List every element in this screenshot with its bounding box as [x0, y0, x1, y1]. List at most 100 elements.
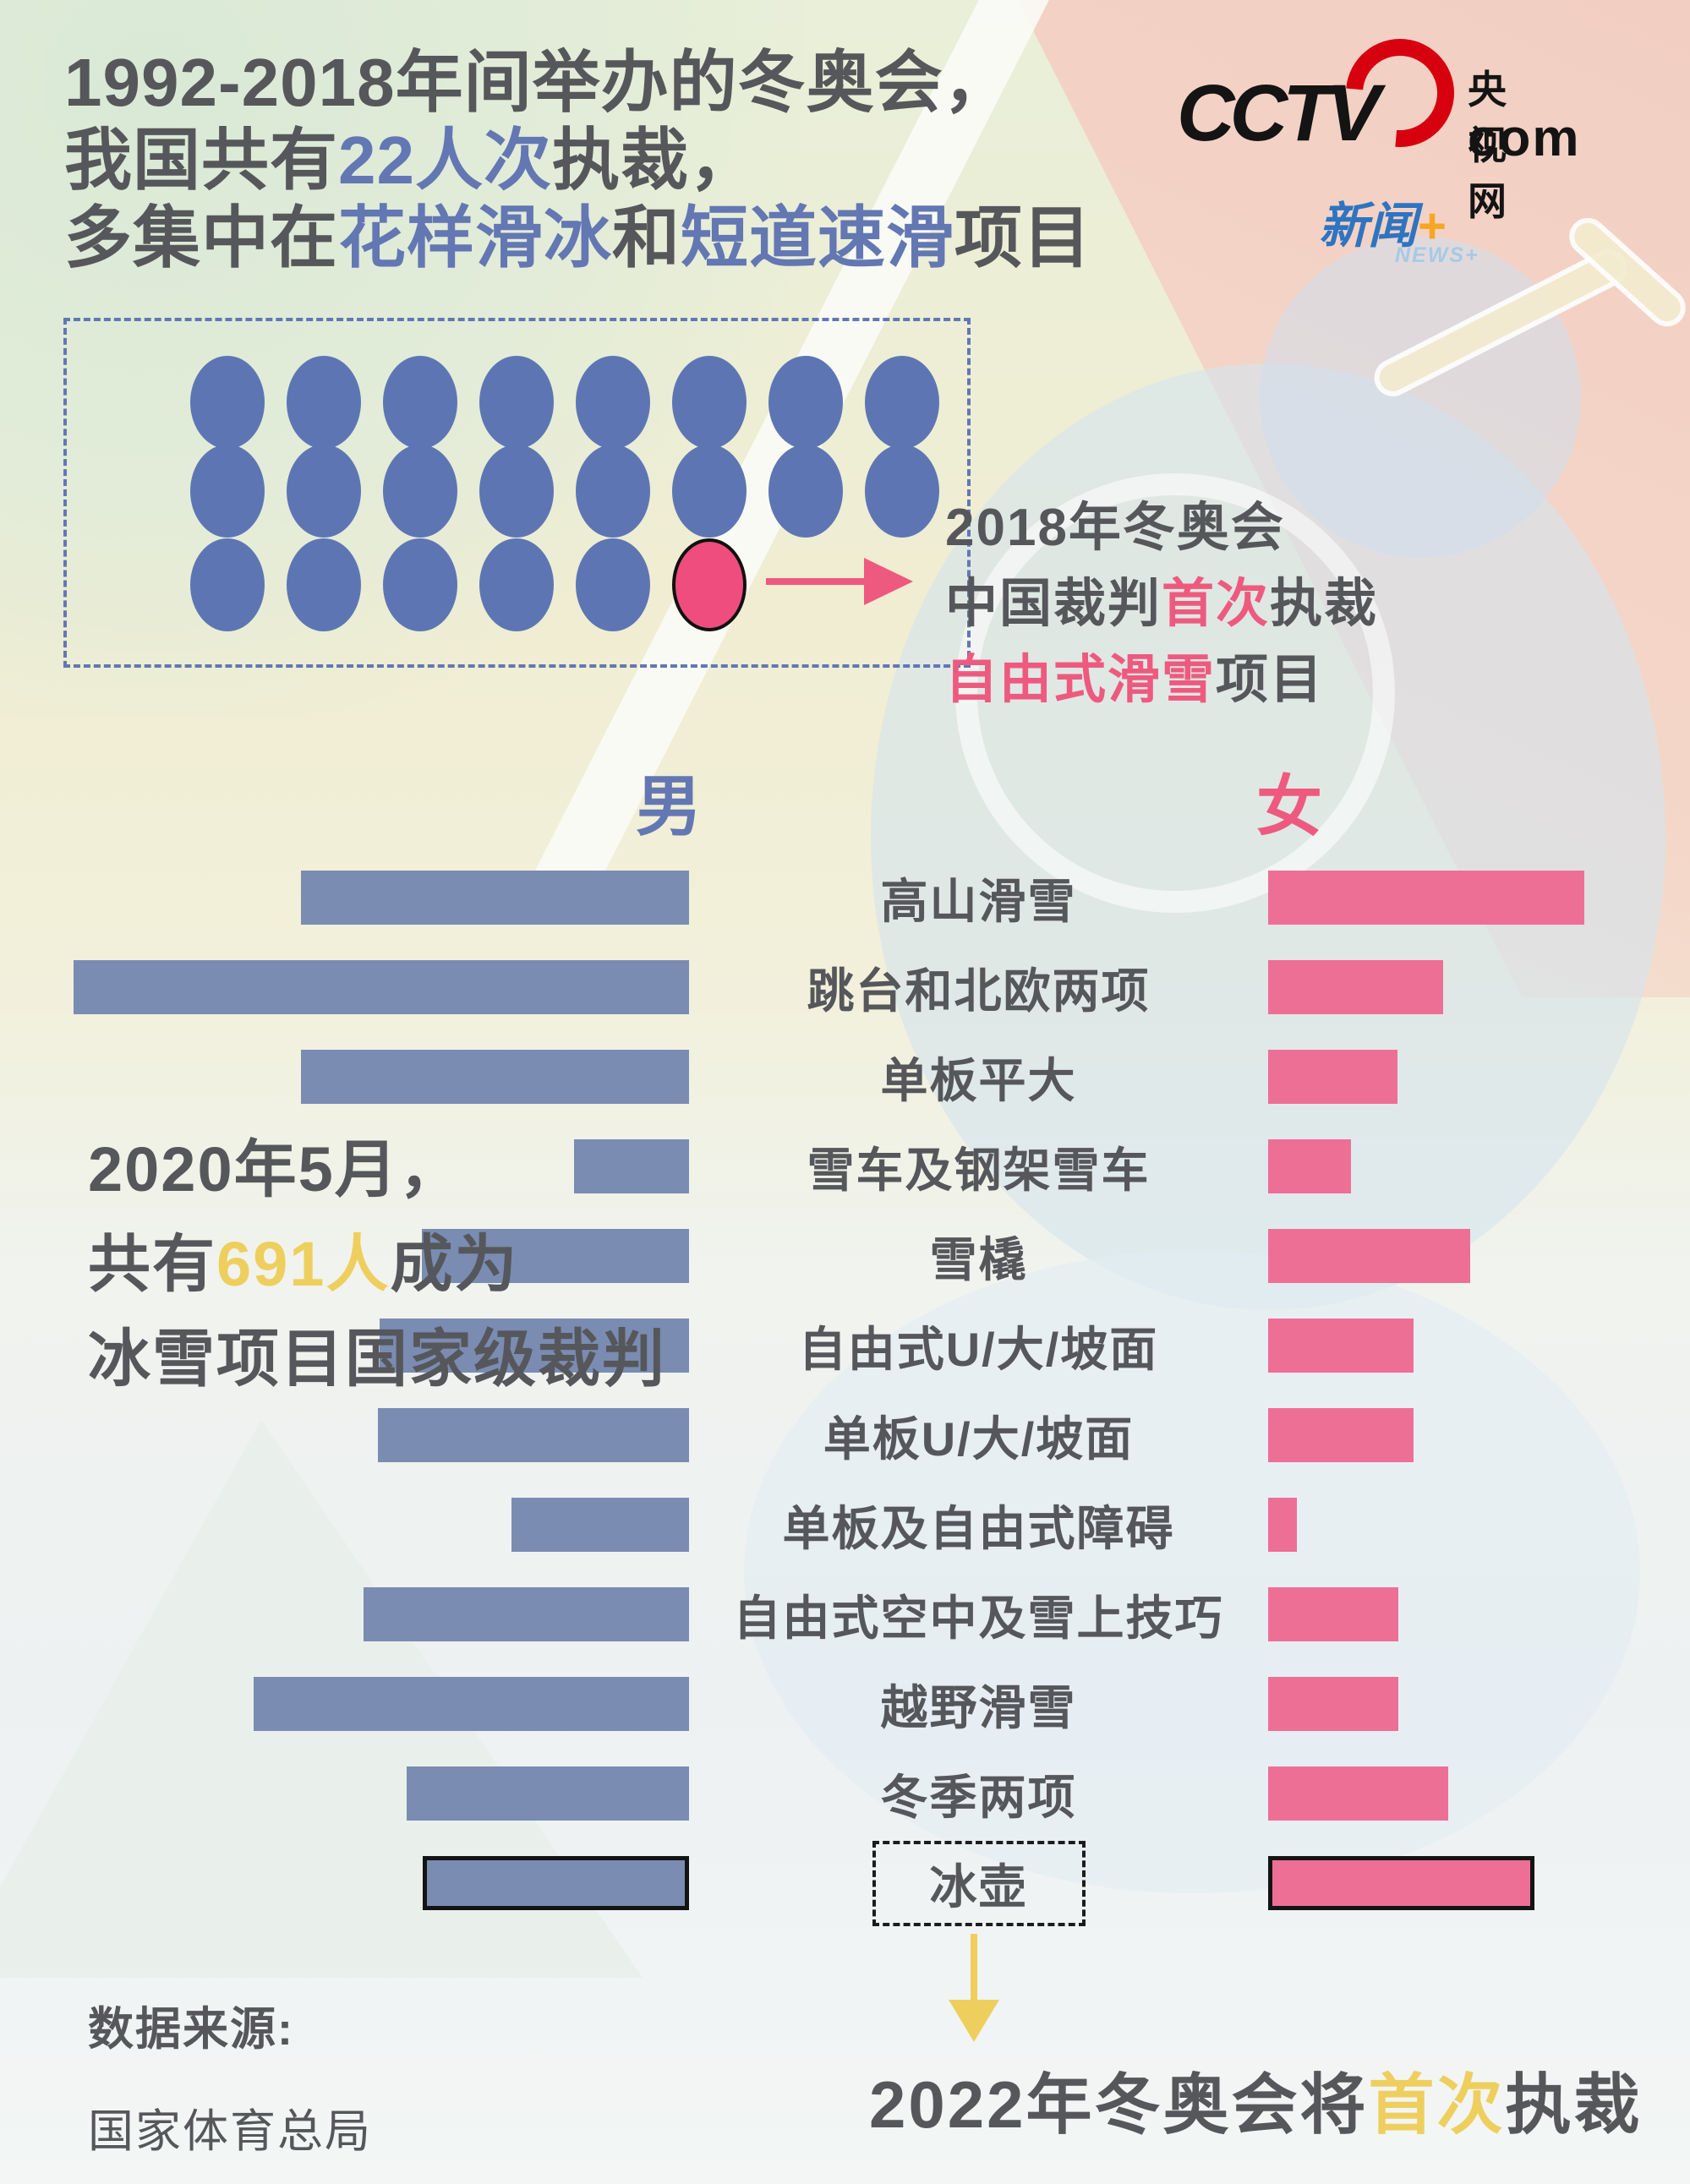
judge-dot — [383, 356, 457, 449]
chart-row-1: 高山滑雪 — [0, 871, 1690, 928]
judge-dot — [865, 356, 939, 449]
curling-2022-note: 2022年冬奥会将首次执裁 — [869, 2067, 1643, 2142]
annotation-line-2: 中国裁判首次执裁 — [945, 575, 1379, 633]
category-label-单板U/大/坡面: 单板U/大/坡面 — [823, 1411, 1135, 1466]
male-bar-雪橇 — [422, 1229, 689, 1283]
title-line-2: 我国共有22人次执裁， — [64, 123, 757, 198]
female-bar-单板平大 — [1268, 1050, 1397, 1104]
title-highlight-22: 22人次 — [338, 123, 552, 198]
curling-dashed-box: 冰壶 — [872, 1840, 1086, 1926]
cctv-logo: CCTV 央视网 com 新闻+ NEWS+ — [1177, 16, 1578, 267]
chart-row-9: 自由式空中及雪上技巧 — [0, 1587, 1690, 1645]
annotation-highlight-first: 首次 — [1162, 575, 1271, 633]
judge-dot — [190, 445, 265, 538]
category-label-雪橇: 雪橇 — [929, 1232, 1028, 1286]
mid-text-highlight-691: 691人 — [216, 1229, 391, 1299]
male-bar-自由式U/大/坡面 — [380, 1319, 689, 1373]
male-bar-单板U/大/坡面 — [378, 1408, 689, 1462]
annotation-line-1: 2018年冬奥会 — [945, 499, 1285, 557]
female-bar-单板及自由式障碍 — [1268, 1498, 1297, 1552]
female-column-header: 女 — [1256, 769, 1323, 844]
category-label-单板及自由式障碍: 单板及自由式障碍 — [782, 1501, 1175, 1555]
female-bar-自由式U/大/坡面 — [1268, 1319, 1414, 1373]
male-bar-自由式空中及雪上技巧 — [364, 1587, 689, 1641]
chart-row-8: 单板及自由式障碍 — [0, 1498, 1690, 1555]
title-line-1: 1992-2018年间举办的冬奥会， — [64, 45, 1012, 120]
male-column-header: 男 — [636, 769, 703, 844]
judge-dot — [383, 538, 457, 631]
judge-dot — [287, 445, 361, 538]
category-label-冬季两项: 冬季两项 — [880, 1770, 1077, 1824]
judge-dot — [768, 356, 843, 449]
judge-dot — [672, 356, 747, 449]
judge-dot — [672, 445, 747, 538]
male-bar-越野滑雪 — [254, 1677, 689, 1731]
judge-dot — [865, 445, 939, 538]
judge-dot — [383, 445, 457, 538]
category-label-单板平大: 单板平大 — [880, 1053, 1077, 1107]
male-bar-冬季两项 — [407, 1766, 689, 1821]
judge-dot — [287, 356, 361, 449]
cctv-chinese-name: 央视网 — [1468, 68, 1513, 223]
category-label-自由式U/大/坡面: 自由式U/大/坡面 — [798, 1322, 1159, 1376]
female-bar-自由式空中及雪上技巧 — [1268, 1587, 1398, 1641]
chart-row-2: 跳台和北欧两项 — [0, 960, 1690, 1018]
judge-dot — [479, 538, 554, 631]
judge-dot — [479, 445, 554, 538]
chart-row-4: 雪车及钢架雪车 — [0, 1139, 1690, 1197]
chart-row-6: 自由式U/大/坡面 — [0, 1319, 1690, 1376]
background-bottom-blob — [744, 1251, 1640, 1893]
chart-row-11: 冬季两项 — [0, 1766, 1690, 1824]
yellow-arrow-head-icon — [949, 2000, 999, 2042]
female-bar-雪车及钢架雪车 — [1268, 1139, 1351, 1193]
female-bar-单板U/大/坡面 — [1268, 1408, 1414, 1462]
mid-text-line-3: 冰雪项目国家级裁判 — [88, 1324, 666, 1394]
judge-dot — [190, 356, 265, 449]
chart-row-7: 单板U/大/坡面 — [0, 1408, 1690, 1466]
data-source: 数据来源: 国家体育总局 — [88, 1991, 372, 2160]
category-label-自由式空中及雪上技巧: 自由式空中及雪上技巧 — [733, 1591, 1224, 1645]
news-plus-english: NEWS+ — [1395, 243, 1479, 267]
female-bar-冰壶 — [1268, 1856, 1534, 1910]
judges-dot-panel — [63, 318, 971, 668]
judge-dot — [768, 445, 843, 538]
freestyle-annotation: 2018年冬奥会 中国裁判首次执裁 自由式滑雪项目 — [945, 490, 1378, 718]
mid-text-line-2: 共有691人成为 — [88, 1229, 519, 1299]
page-title: 1992-2018年间举办的冬奥会， 我国共有22人次执裁， 多集中在花样滑冰和… — [64, 44, 1146, 277]
news-plus-badge: 新闻+ — [1319, 199, 1446, 254]
category-label-冰壶: 冰壶 — [689, 1840, 1268, 1926]
male-bar-冰壶 — [423, 1856, 689, 1910]
cctv-com: com — [1468, 109, 1581, 167]
pink-arrow-line — [766, 578, 866, 585]
annotation-line-3: 自由式滑雪项目 — [945, 651, 1325, 709]
title-highlight-figure-skating: 花样滑冰 — [338, 200, 612, 276]
judge-dot — [479, 356, 554, 449]
male-bar-跳台和北欧两项 — [74, 960, 689, 1014]
chart-row-12: 冰壶 — [0, 1840, 1690, 1926]
data-source-label: 数据来源: — [88, 2004, 294, 2055]
mid-text-line-1: 2020年5月， — [88, 1134, 463, 1204]
male-bar-雪车及钢架雪车 — [574, 1139, 689, 1193]
category-label-雪车及钢架雪车: 雪车及钢架雪车 — [807, 1143, 1151, 1197]
title-highlight-short-track: 短道速滑 — [681, 200, 954, 276]
judge-dot — [190, 538, 265, 631]
judge-dot — [287, 538, 361, 631]
cctv-wordmark: CCTV — [1177, 68, 1381, 158]
male-bar-高山滑雪 — [301, 871, 689, 925]
female-bar-越野滑雪 — [1268, 1677, 1398, 1731]
female-bar-跳台和北欧两项 — [1268, 960, 1443, 1014]
category-label-越野滑雪: 越野滑雪 — [880, 1680, 1077, 1734]
news-plus-sign: + — [1417, 199, 1446, 254]
judge-dot — [576, 538, 650, 631]
pink-arrow-head-icon — [864, 558, 913, 605]
judge-dot — [576, 356, 650, 449]
national-judges-statistic: 2020年5月， 共有691人成为 冰雪项目国家级裁判 — [88, 1122, 666, 1406]
chart-row-10: 越野滑雪 — [0, 1677, 1690, 1734]
male-bar-单板及自由式障碍 — [511, 1498, 689, 1552]
judge-dot — [576, 445, 650, 538]
category-label-跳台和北欧两项: 跳台和北欧两项 — [807, 964, 1151, 1018]
bottom-highlight-first: 首次 — [1368, 2067, 1506, 2142]
female-bar-高山滑雪 — [1268, 871, 1584, 925]
